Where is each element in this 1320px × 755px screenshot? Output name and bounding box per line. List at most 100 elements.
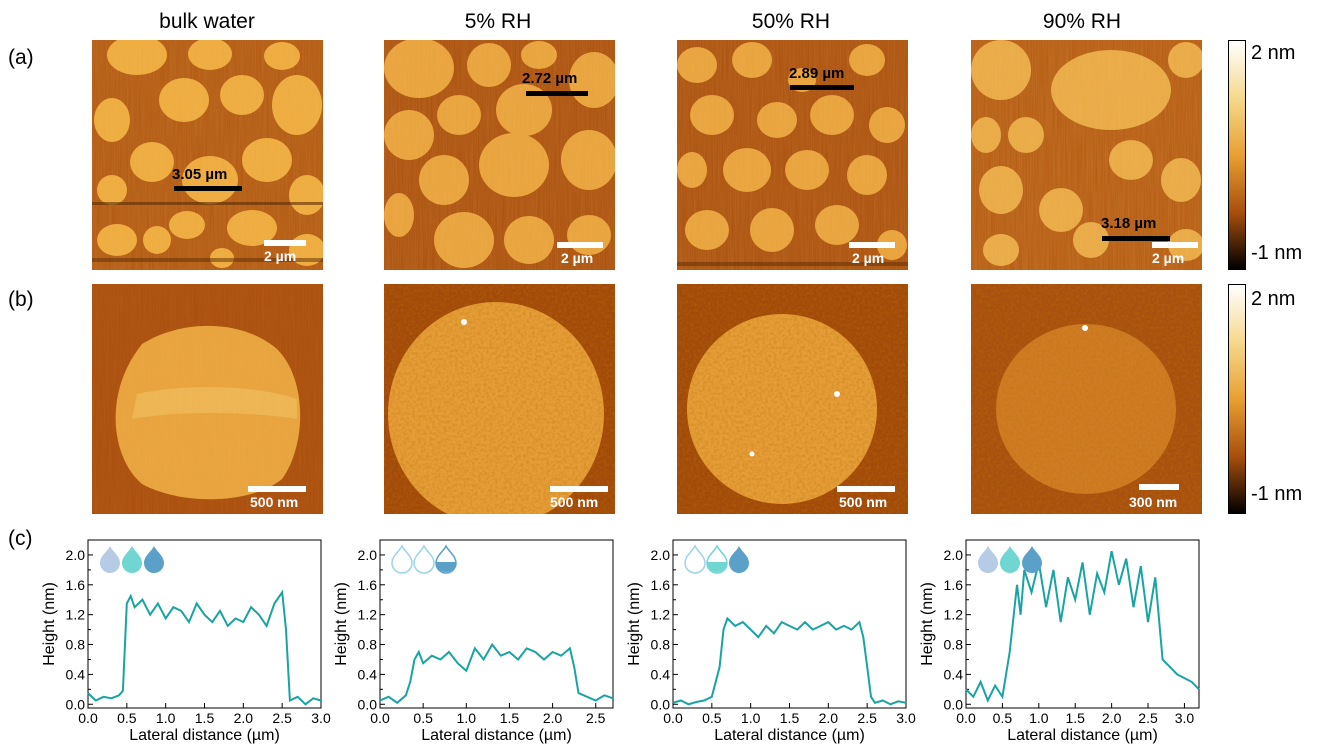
y-tick-label: 1.2 xyxy=(66,607,86,623)
scale-bar-label: 2 µm xyxy=(264,248,297,264)
water-droplet-icon xyxy=(144,546,164,573)
column-title-5rh: 5% RH xyxy=(464,10,532,33)
colorbar-min-label: -1 nm xyxy=(1251,242,1303,264)
scale-bar-label: 500 nm xyxy=(550,494,599,510)
y-tick-label: 1.6 xyxy=(66,577,86,593)
x-tick-label: 2.0 xyxy=(543,710,563,726)
x-tick-label: 0.0 xyxy=(370,710,390,726)
x-tick-label: 2.0 xyxy=(819,710,839,726)
y-tick-label: 2.0 xyxy=(651,547,671,563)
profile-line xyxy=(1102,236,1170,241)
x-tick-label: 1.5 xyxy=(195,710,215,726)
profile-length-label: 2.89 µm xyxy=(789,65,845,82)
water-droplet-icon xyxy=(706,544,728,574)
y-tick-label: 0.4 xyxy=(358,666,378,682)
x-tick-label: 3.0 xyxy=(1175,710,1195,726)
y-axis-label: Height (nm) xyxy=(626,582,643,666)
x-tick-label: 2.5 xyxy=(586,710,606,726)
scale-bar xyxy=(849,242,895,248)
afm-image-a-90rh: 3.18 µm 2 µm xyxy=(971,40,1202,270)
panel-label-c: (c) xyxy=(8,527,33,550)
y-axis-label: Height (nm) xyxy=(41,582,58,666)
y-tick-label: 1.6 xyxy=(944,577,964,593)
scale-bar xyxy=(837,486,895,492)
y-tick-label: 2.0 xyxy=(66,547,86,563)
column-title-50rh: 50% RH xyxy=(751,10,831,33)
y-tick-label: 0.4 xyxy=(944,666,964,682)
y-tick-label: 1.2 xyxy=(358,607,378,623)
column-title-90rh: 90% RH xyxy=(1042,10,1122,33)
y-tick-label: 0.8 xyxy=(651,637,671,653)
x-tick-label: 1.0 xyxy=(156,710,176,726)
colorbar-max-label: 2 nm xyxy=(1251,288,1296,310)
water-droplet-icon xyxy=(413,544,435,574)
afm-image-b-5rh: 500 nm xyxy=(384,284,615,514)
y-tick-label: 0.8 xyxy=(358,637,378,653)
x-tick-label: 1.5 xyxy=(500,710,520,726)
profile-line xyxy=(174,186,242,191)
scale-bar xyxy=(248,486,306,492)
x-tick-label: 1.0 xyxy=(1029,710,1049,726)
y-axis-label: Height (nm) xyxy=(333,582,350,666)
scale-bar xyxy=(264,240,306,246)
scale-bar-label: 300 nm xyxy=(1129,494,1178,510)
x-tick-label: 0.0 xyxy=(956,710,976,726)
profile-line xyxy=(790,85,854,90)
y-tick-label: 0.0 xyxy=(651,696,671,712)
water-droplet-icon xyxy=(684,544,706,574)
y-tick-label: 0.8 xyxy=(66,637,86,653)
panel-label-b: (b) xyxy=(8,288,34,311)
water-droplet-icon xyxy=(978,546,998,573)
scale-bar-label: 2 µm xyxy=(1152,250,1185,266)
x-tick-label: 2.0 xyxy=(234,710,254,726)
colorbar-min-label: -1 nm xyxy=(1251,483,1303,505)
y-tick-label: 0.4 xyxy=(66,666,86,682)
x-tick-label: 2.5 xyxy=(857,710,877,726)
y-tick-label: 0.0 xyxy=(66,696,86,712)
profile-chart-2: 0.0 0.4 0.8 1.2 1.6 2.0 0.0 0.5 1.0 1.5 2.0 2.5 3.0 L… xyxy=(626,539,916,744)
x-tick-label: 1.0 xyxy=(741,710,761,726)
y-tick-label: 0.0 xyxy=(944,696,964,712)
afm-image-a-5rh: 2.72 µm 2 µm xyxy=(384,40,615,270)
x-tick-label: 2.5 xyxy=(1138,710,1158,726)
profile-length-label: 2.72 µm xyxy=(522,70,578,87)
colorbar-b xyxy=(1228,284,1246,514)
water-droplet-icon xyxy=(729,546,749,573)
colorbar-max-label: 2 nm xyxy=(1251,42,1296,64)
water-droplet-icon xyxy=(122,546,142,573)
x-tick-label: 0.5 xyxy=(702,710,722,726)
afm-image-a-bulk-water: 3.05 µm 2 µm xyxy=(92,40,323,270)
profile-line xyxy=(526,91,588,96)
afm-image-b-bulk-water: 500 nm xyxy=(92,284,323,514)
scale-bar-label: 500 nm xyxy=(839,494,888,510)
scale-bar xyxy=(1152,242,1198,248)
height-profile-line xyxy=(965,550,1200,703)
water-droplet-icon xyxy=(100,546,120,573)
plot-frame xyxy=(965,539,1200,709)
x-axis-label: Lateral distance (µm) xyxy=(129,727,280,744)
x-axis-label: Lateral distance (µm) xyxy=(714,727,865,744)
panel-label-a: (a) xyxy=(8,46,34,69)
y-tick-label: 0.4 xyxy=(651,666,671,682)
x-tick-label: 3.0 xyxy=(896,710,916,726)
x-tick-label: 1.5 xyxy=(780,710,800,726)
water-droplet-icon xyxy=(391,544,413,574)
scale-bar-label: 500 nm xyxy=(250,494,299,510)
y-tick-label: 1.2 xyxy=(944,607,964,623)
profile-chart-1: 0.0 0.4 0.8 1.2 1.6 2.0 0.0 0.5 1.0 1.5 2.0 2.5 Late… xyxy=(333,539,614,744)
y-tick-label: 0.0 xyxy=(358,696,378,712)
y-tick-label: 1.2 xyxy=(651,607,671,623)
x-tick-label: 1.0 xyxy=(457,710,477,726)
water-droplet-icon xyxy=(1022,546,1042,573)
scale-bar xyxy=(1139,484,1179,490)
scale-bar xyxy=(550,486,608,492)
scale-bar xyxy=(557,242,603,248)
height-profile-line xyxy=(87,589,322,706)
profile-length-label: 3.05 µm xyxy=(172,166,228,183)
y-tick-label: 1.6 xyxy=(358,577,378,593)
y-axis-label: Height (nm) xyxy=(919,582,936,666)
x-tick-label: 0.0 xyxy=(78,710,98,726)
profile-length-label: 3.18 µm xyxy=(1101,215,1157,232)
water-droplet-icon xyxy=(1000,546,1020,573)
